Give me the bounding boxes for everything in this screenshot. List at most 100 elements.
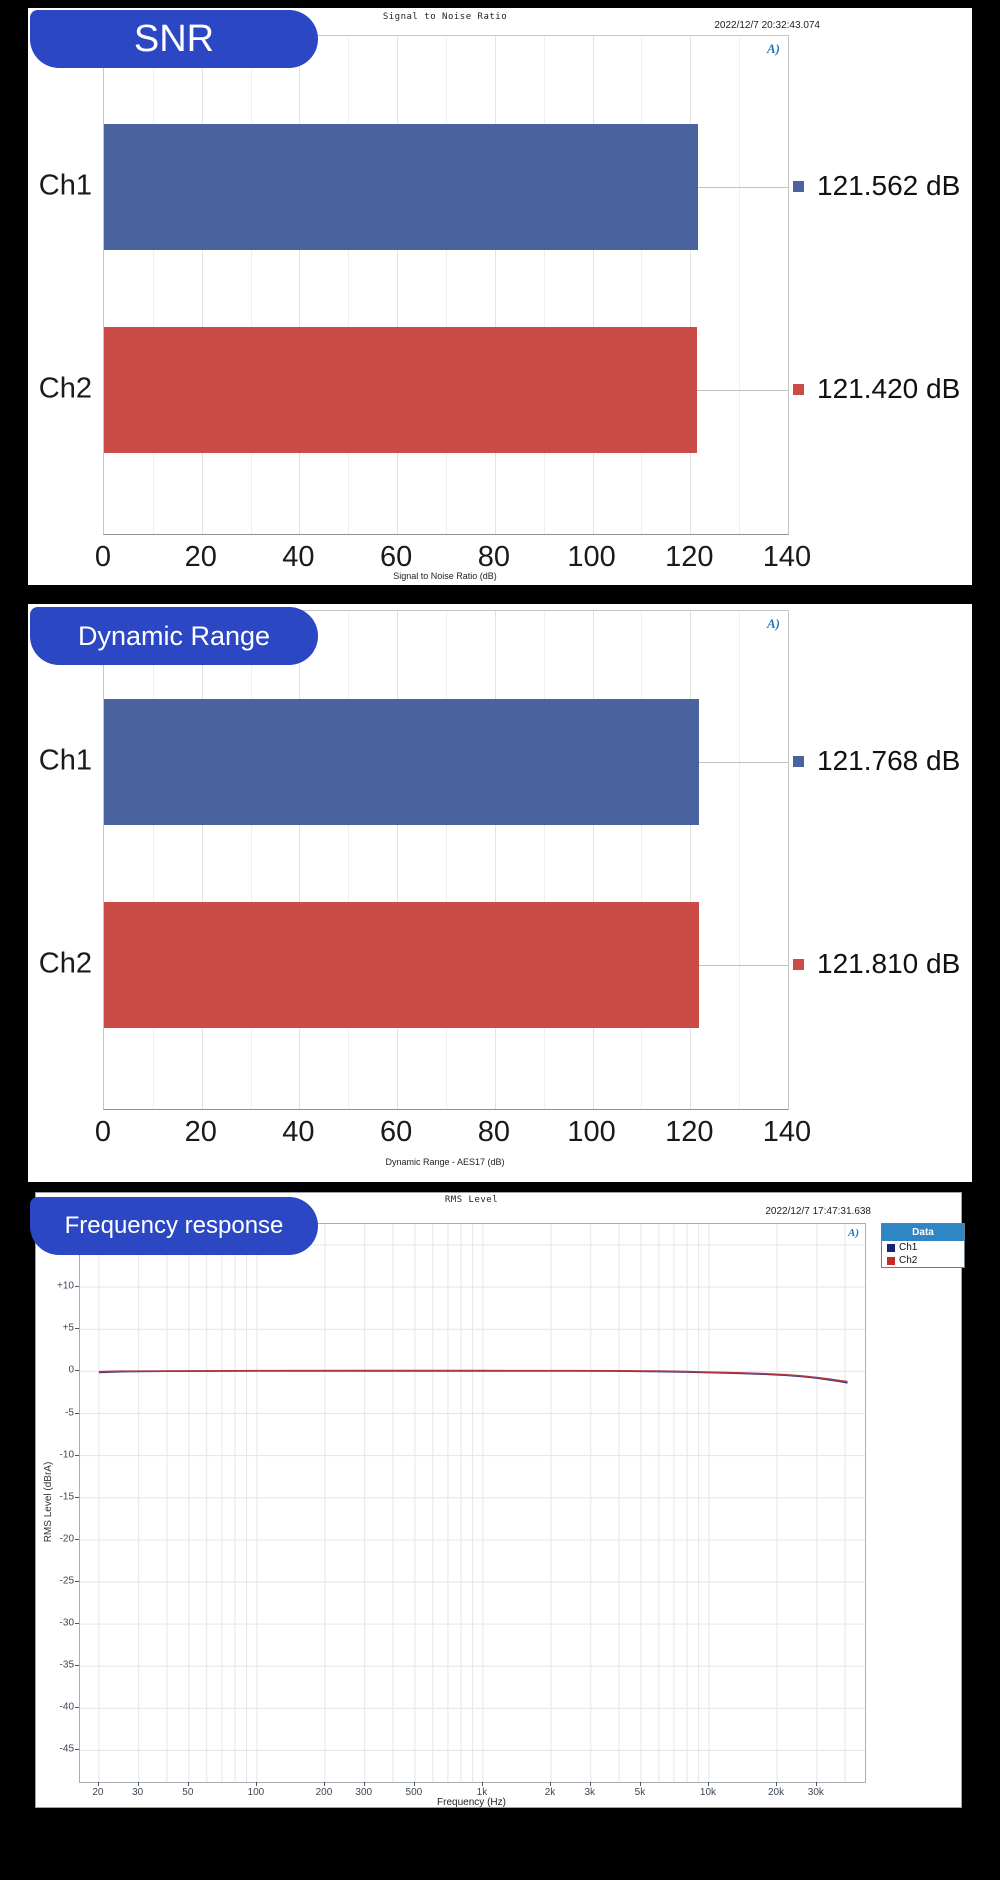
snr-badge-label: SNR	[133, 17, 215, 60]
gridline	[592, 36, 594, 534]
y-tick-mark	[75, 1286, 79, 1288]
legend-item-ch2: Ch2	[882, 1254, 964, 1267]
x-tick-label: 100	[567, 541, 616, 573]
x-tick-label: 20	[92, 1787, 104, 1798]
y-tick-mark	[75, 1412, 79, 1414]
x-tick-label: 3k	[584, 1787, 596, 1798]
snr-axis-caption: Signal to Noise Ratio (dB)	[393, 571, 497, 581]
dynamic-range-badge-label: Dynamic Range	[77, 620, 271, 651]
x-tick-label: 60	[380, 541, 413, 573]
x-tick-mark	[363, 1782, 365, 1786]
bar-value-row: 121.810 dB	[793, 948, 960, 980]
x-tick-label: 30	[132, 1787, 144, 1798]
y-tick-mark	[75, 1370, 79, 1372]
x-tick-label: 2k	[544, 1787, 556, 1798]
bar-value-label: 121.562 dB	[817, 170, 961, 201]
snr-plot-area: A)	[103, 35, 789, 535]
x-tick-label: 0	[94, 1116, 112, 1148]
x-tick-label: 30k	[807, 1787, 824, 1798]
bar-ch1	[104, 699, 699, 825]
legend-item-label: Ch1	[899, 1242, 918, 1253]
bar-value-label: 121.420 dB	[817, 373, 961, 404]
gridline	[299, 36, 301, 534]
y-tick-label: +5	[62, 1322, 74, 1334]
gridline	[299, 611, 301, 1109]
bar-value-label: 121.768 dB	[817, 745, 961, 776]
x-tick-mark	[187, 1782, 189, 1786]
y-tick-label: -15	[59, 1491, 74, 1503]
x-tick-mark	[639, 1782, 641, 1786]
legend-body: Ch1 Ch2	[882, 1241, 964, 1267]
gridline	[397, 36, 399, 534]
x-tick-mark	[549, 1782, 551, 1786]
value-marker-ch2	[793, 383, 804, 395]
x-tick-mark	[323, 1782, 325, 1786]
value-leader-line	[697, 187, 788, 188]
gridline	[739, 36, 741, 534]
y-tick-mark	[75, 1496, 79, 1498]
category-label-ch1: Ch1	[38, 169, 92, 202]
gridline	[201, 36, 203, 534]
x-tick-mark	[97, 1782, 99, 1786]
value-marker-ch1	[793, 755, 804, 767]
y-tick-label: -20	[59, 1533, 74, 1545]
ap-logo: A)	[767, 41, 780, 56]
gridline	[201, 611, 203, 1109]
gridline	[446, 36, 447, 534]
x-tick-label: 200	[315, 1787, 333, 1798]
x-tick-label: 20	[184, 1116, 217, 1148]
legend: Data Ch1 Ch2	[881, 1223, 965, 1268]
gridline	[543, 36, 545, 534]
y-tick-mark	[75, 1749, 79, 1751]
y-tick-label: -30	[59, 1617, 74, 1629]
x-tick-mark	[413, 1782, 415, 1786]
y-tick-mark	[75, 1707, 79, 1709]
y-tick-mark	[75, 1454, 79, 1456]
gridline	[641, 611, 643, 1109]
frequency-response-plot-area: A)	[79, 1223, 866, 1783]
y-tick-label: -25	[59, 1575, 74, 1587]
gridline	[494, 36, 496, 534]
gridline	[690, 611, 692, 1109]
rms-level-chart-title: RMS Level	[444, 1195, 499, 1205]
x-tick-label: 10k	[699, 1787, 717, 1798]
y-tick-mark	[75, 1538, 79, 1540]
y-tick-mark	[75, 1328, 79, 1330]
gridline	[348, 36, 350, 534]
x-tick-mark	[481, 1782, 483, 1786]
y-tick-label: +10	[57, 1280, 74, 1292]
x-tick-label: 1k	[476, 1787, 488, 1798]
value-marker-ch2	[793, 958, 804, 970]
x-tick-label: 20	[184, 541, 217, 573]
value-leader-line	[698, 762, 788, 763]
y-tick-label: -35	[59, 1659, 74, 1671]
x-tick-label: 60	[380, 1116, 413, 1148]
y-tick-label: 0	[68, 1364, 74, 1376]
category-label-ch2: Ch2	[38, 947, 92, 980]
ap-logo: A)	[848, 1227, 859, 1239]
frequency-response-timestamp: 2022/12/7 17:47:31.638	[765, 1206, 871, 1217]
gridline	[250, 36, 252, 534]
x-tick-mark	[776, 1782, 778, 1786]
gridline	[641, 36, 643, 534]
x-tick-mark	[815, 1782, 817, 1786]
value-leader-line	[697, 390, 788, 391]
bar-ch2	[104, 902, 700, 1028]
x-tick-label: 120	[665, 1116, 714, 1148]
gridline	[348, 611, 350, 1109]
x-tick-mark	[137, 1782, 139, 1786]
y-tick-label: -5	[65, 1407, 74, 1418]
gridline	[739, 611, 741, 1109]
ch2-legend-swatch	[887, 1256, 895, 1265]
panel-frequency-response: Frequency response RMS Level 2022/12/7 1…	[30, 1192, 965, 1808]
gridline	[250, 611, 252, 1109]
panel-snr: SNR Signal to Noise Ratio 2022/12/7 20:3…	[28, 8, 972, 585]
gridline	[690, 36, 692, 534]
gridline	[543, 611, 545, 1109]
legend-header: Data	[882, 1224, 964, 1241]
dynamic-range-plot-area: A)	[103, 610, 789, 1110]
dynamic-range-badge: Dynamic Range	[30, 607, 318, 665]
y-tick-mark	[75, 1623, 79, 1625]
x-tick-label: 140	[762, 541, 812, 573]
